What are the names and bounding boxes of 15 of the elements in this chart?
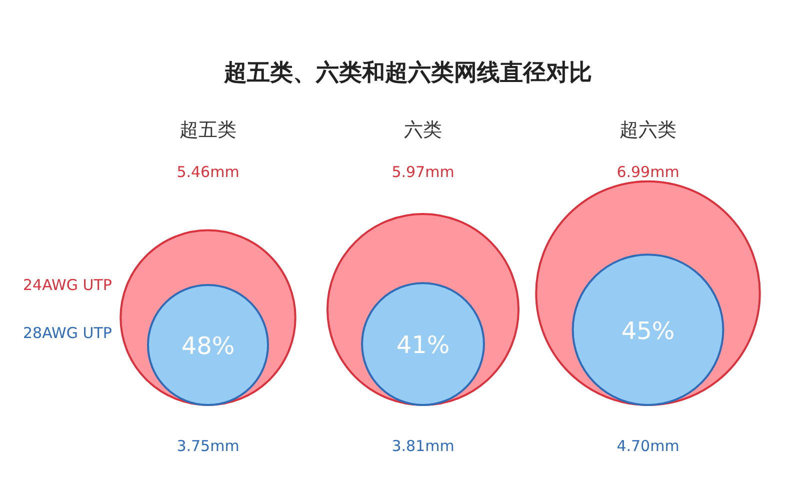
data-label: 3.81mm [392, 437, 454, 455]
text: 超五类、六类和超六类网线直径对比 [223, 60, 592, 86]
legend-label: 28AWG UTP [23, 324, 112, 342]
text: 41% [396, 331, 450, 360]
text: 45% [621, 316, 675, 345]
legend-label: 24AWG UTP [23, 276, 112, 294]
data-label: 3.75mm [176, 437, 240, 455]
data-label: 6.99mm [616, 163, 680, 181]
category-label: 六类 [404, 119, 442, 141]
data-label: 5.97mm [392, 163, 454, 181]
category-label: 超五类 [180, 119, 236, 141]
category-label: 超六类 [620, 119, 676, 141]
data-label: 5.46mm [176, 163, 240, 181]
data-label: 4.70mm [616, 437, 680, 455]
text: 48% [181, 332, 235, 360]
